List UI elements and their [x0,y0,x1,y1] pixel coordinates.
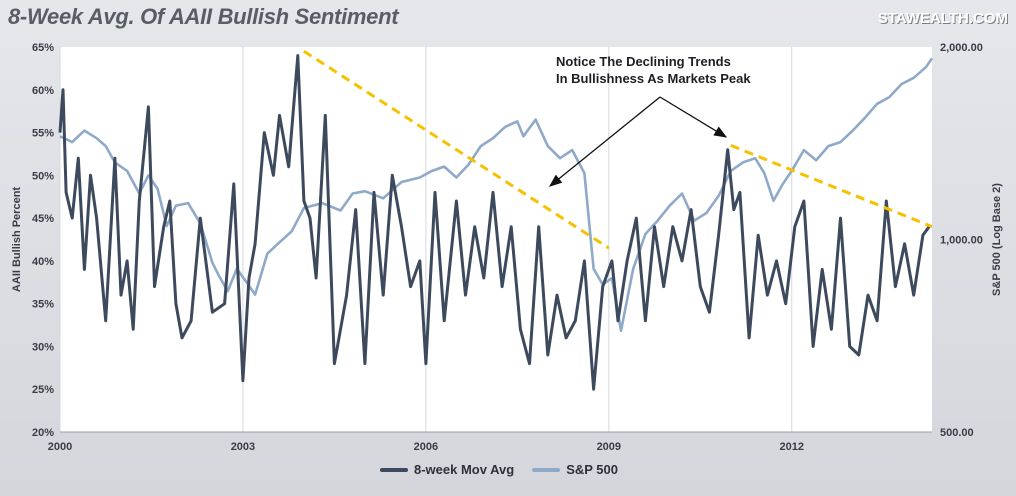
y-tick-label: 60% [32,85,54,97]
annotation-arrow-left [548,96,661,187]
legend-swatch-sp500 [532,467,561,472]
annotation-line-1: Notice The Declining Trends [556,54,731,69]
y-tick-label: 45% [32,213,54,225]
y-tick-label: 50% [32,170,54,182]
x-tick-label: 2012 [780,441,804,453]
legend-label-sp500: S&P 500 [566,462,618,477]
trendline-2 [730,143,933,229]
trendline-1 [303,50,610,250]
chart-title: 8-Week Avg. Of AAII Bullish Sentiment [8,4,399,29]
legend-item-sp500: S&P 500 [532,462,618,477]
legend: 8-week Mov Avg S&P 500 [380,462,618,477]
y-axis-title: AAII Bullish Percent [11,187,23,292]
y-tick-label: 25% [32,384,54,396]
y-tick-label: 55% [32,128,54,140]
legend-label-aaii: 8-week Mov Avg [414,462,515,477]
x-tick-label: 2006 [414,441,438,453]
y2-tick-label: 500.00 [940,427,974,439]
legend-swatch-aaii [380,467,408,472]
annotation-line-2: In Bullishness As Markets Peak [556,71,751,86]
series-line-aaii [58,54,931,391]
legend-item-aaii: 8-week Mov Avg [380,462,514,477]
y-tick-label: 20% [32,427,54,439]
x-tick-label: 2009 [597,441,621,453]
y2-tick-label: 2,000.00 [940,42,983,54]
x-tick-label: 2000 [48,441,72,453]
y-tick-label: 65% [32,42,54,54]
y2-tick-label: 1,000.00 [940,235,983,247]
y-tick-label: 30% [32,341,54,353]
y-tick-label: 35% [32,299,54,311]
y-tick-label: 40% [32,256,54,268]
series-line-sp500 [59,57,934,333]
brand-watermark: STAWEALTH.COM [877,10,1008,27]
y2-axis-title: S&P 500 (Log Base 2) [991,183,1003,296]
x-tick-label: 2003 [231,441,255,453]
annotation-arrow-right [659,96,728,138]
